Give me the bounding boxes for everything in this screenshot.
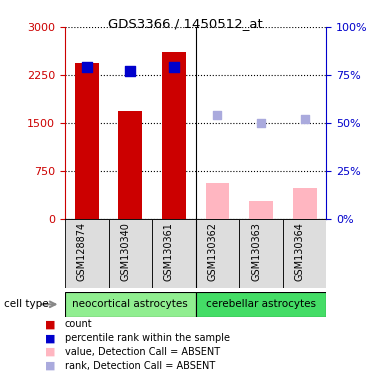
Bar [196,219,239,288]
Bar [109,219,152,288]
Text: ■: ■ [45,333,55,343]
Bar [206,183,230,219]
Point [302,116,308,122]
Point [258,120,264,126]
Bar [152,219,196,288]
Text: cerebellar astrocytes: cerebellar astrocytes [206,299,316,310]
Point [127,68,133,74]
Text: rank, Detection Call = ABSENT: rank, Detection Call = ABSENT [65,361,215,371]
Bar [239,219,283,288]
Point [84,64,90,70]
Text: cell type: cell type [4,299,48,310]
Point [171,64,177,70]
Text: GSM130363: GSM130363 [251,222,261,281]
Bar [162,53,186,219]
Text: GSM130361: GSM130361 [164,222,174,281]
Text: GSM130340: GSM130340 [120,222,130,281]
Text: ■: ■ [45,347,55,357]
Text: ■: ■ [45,319,55,329]
Text: GSM130362: GSM130362 [207,222,217,281]
Bar [196,292,326,317]
Bar [118,111,142,219]
Bar [75,63,99,219]
Bar [249,201,273,219]
Text: value, Detection Call = ABSENT: value, Detection Call = ABSENT [65,347,220,357]
Point [214,112,220,118]
Text: count: count [65,319,92,329]
Text: neocortical astrocytes: neocortical astrocytes [72,299,188,310]
Text: GSM128874: GSM128874 [77,222,87,281]
Bar [283,219,326,288]
Bar [293,187,317,219]
Text: ■: ■ [45,361,55,371]
Bar [65,292,196,317]
Text: GDS3366 / 1450512_at: GDS3366 / 1450512_at [108,17,263,30]
Text: GSM130364: GSM130364 [295,222,305,281]
Text: percentile rank within the sample: percentile rank within the sample [65,333,230,343]
Bar [65,219,109,288]
